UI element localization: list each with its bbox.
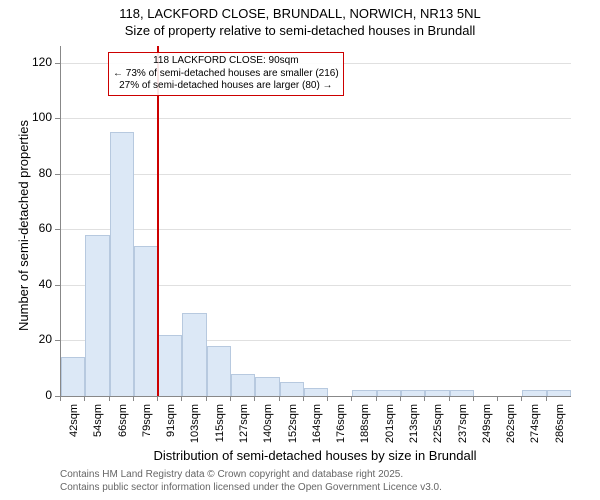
xtick-mark	[230, 396, 231, 401]
xtick-mark	[400, 396, 401, 401]
xtick-label: 79sqm	[141, 404, 153, 454]
histogram-bar	[110, 132, 134, 396]
xtick-mark	[546, 396, 547, 401]
title-line2: Size of property relative to semi-detach…	[0, 23, 600, 40]
histogram-bar	[547, 390, 571, 396]
ytick-mark	[55, 118, 60, 119]
xtick-label: 188sqm	[359, 404, 371, 454]
annotation-line3: 27% of semi-detached houses are larger (…	[113, 80, 339, 93]
histogram-bar	[425, 390, 449, 396]
histogram-bar	[158, 335, 182, 396]
xtick-mark	[109, 396, 110, 401]
ytick-label: 60	[22, 221, 52, 235]
xtick-label: 103sqm	[189, 404, 201, 454]
xtick-mark	[60, 396, 61, 401]
xtick-label: 54sqm	[92, 404, 104, 454]
grid-line	[61, 229, 571, 230]
ytick-label: 20	[22, 332, 52, 346]
histogram-bar	[450, 390, 474, 396]
xtick-mark	[327, 396, 328, 401]
xtick-mark	[497, 396, 498, 401]
ytick-label: 80	[22, 166, 52, 180]
grid-line	[61, 174, 571, 175]
xtick-label: 91sqm	[165, 404, 177, 454]
ytick-mark	[55, 63, 60, 64]
ytick-label: 120	[22, 55, 52, 69]
annotation-line2: ← 73% of semi-detached houses are smalle…	[113, 68, 339, 81]
ytick-mark	[55, 229, 60, 230]
xtick-mark	[133, 396, 134, 401]
xtick-label: 127sqm	[238, 404, 250, 454]
histogram-bar	[134, 246, 158, 396]
ytick-mark	[55, 340, 60, 341]
xtick-label: 115sqm	[214, 404, 226, 454]
xtick-mark	[181, 396, 182, 401]
ytick-label: 0	[22, 388, 52, 402]
plot-area	[60, 46, 571, 397]
xtick-mark	[376, 396, 377, 401]
xtick-mark	[303, 396, 304, 401]
histogram-bar	[280, 382, 304, 396]
histogram-bar	[522, 390, 546, 396]
xtick-label: 201sqm	[384, 404, 396, 454]
xtick-label: 237sqm	[457, 404, 469, 454]
annotation-box: 118 LACKFORD CLOSE: 90sqm← 73% of semi-d…	[108, 52, 344, 96]
xtick-label: 176sqm	[335, 404, 347, 454]
xtick-label: 42sqm	[68, 404, 80, 454]
xtick-mark	[84, 396, 85, 401]
xtick-label: 249sqm	[481, 404, 493, 454]
histogram-bar	[85, 235, 109, 396]
chart-container: 118, LACKFORD CLOSE, BRUNDALL, NORWICH, …	[0, 0, 600, 500]
xtick-mark	[279, 396, 280, 401]
histogram-bar	[255, 377, 279, 396]
histogram-bar	[182, 313, 206, 396]
xtick-mark	[206, 396, 207, 401]
histogram-bar	[231, 374, 255, 396]
grid-line	[61, 118, 571, 119]
ytick-mark	[55, 174, 60, 175]
footer-line2: Contains public sector information licen…	[60, 481, 442, 494]
xtick-mark	[473, 396, 474, 401]
xtick-mark	[521, 396, 522, 401]
histogram-bar	[352, 390, 376, 396]
xtick-label: 164sqm	[311, 404, 323, 454]
xtick-label: 286sqm	[554, 404, 566, 454]
property-marker-line	[157, 46, 159, 396]
title-line1: 118, LACKFORD CLOSE, BRUNDALL, NORWICH, …	[0, 6, 600, 23]
xtick-mark	[424, 396, 425, 401]
histogram-bar	[304, 388, 328, 396]
ytick-label: 40	[22, 277, 52, 291]
histogram-bar	[377, 390, 401, 396]
xtick-label: 213sqm	[408, 404, 420, 454]
xtick-label: 140sqm	[262, 404, 274, 454]
ytick-label: 100	[22, 110, 52, 124]
annotation-line1: 118 LACKFORD CLOSE: 90sqm	[113, 55, 339, 68]
xtick-mark	[351, 396, 352, 401]
histogram-bar	[61, 357, 85, 396]
xtick-label: 274sqm	[529, 404, 541, 454]
xtick-mark	[449, 396, 450, 401]
histogram-bar	[401, 390, 425, 396]
xtick-mark	[157, 396, 158, 401]
xtick-label: 262sqm	[505, 404, 517, 454]
footer-line1: Contains HM Land Registry data © Crown c…	[60, 468, 442, 481]
xtick-mark	[254, 396, 255, 401]
xtick-label: 152sqm	[287, 404, 299, 454]
xtick-label: 225sqm	[432, 404, 444, 454]
footer-attribution: Contains HM Land Registry data © Crown c…	[60, 468, 442, 494]
histogram-bar	[207, 346, 231, 396]
xtick-label: 66sqm	[117, 404, 129, 454]
chart-title: 118, LACKFORD CLOSE, BRUNDALL, NORWICH, …	[0, 0, 600, 40]
ytick-mark	[55, 285, 60, 286]
